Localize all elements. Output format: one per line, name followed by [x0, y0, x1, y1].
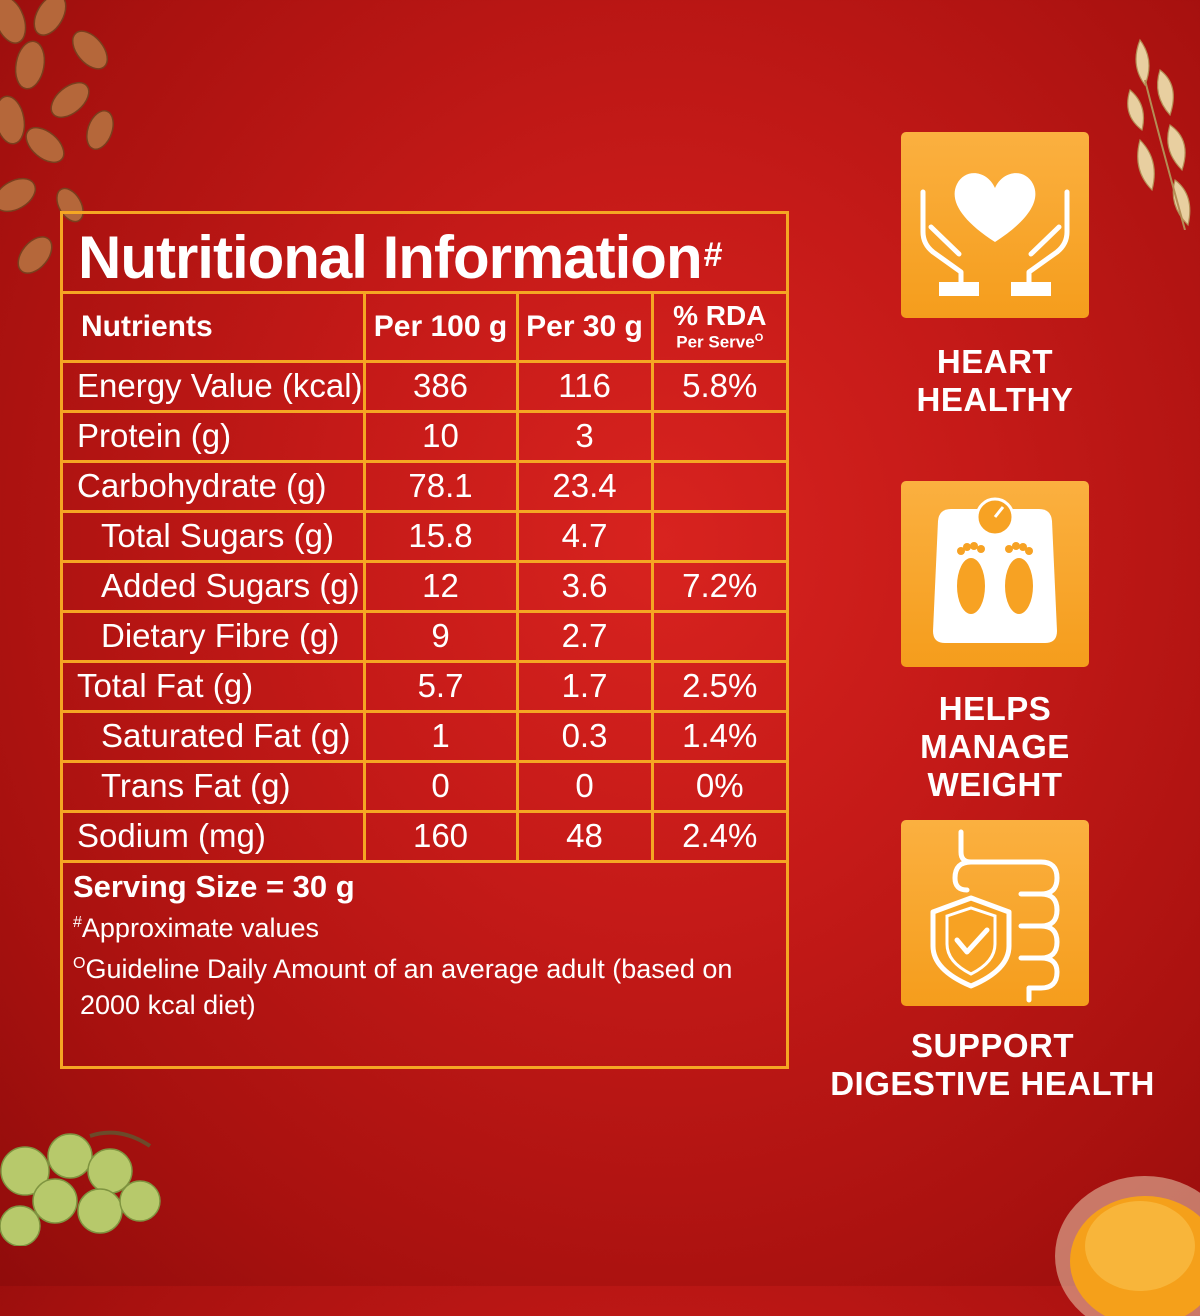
header-rda-mark: O	[754, 332, 764, 345]
value-per-30g: 48	[515, 809, 654, 863]
benefit-line1: HELPS MANAGE	[920, 690, 1070, 765]
header-rda-label: % RDA	[673, 300, 767, 332]
honey-jar-image	[1055, 1176, 1200, 1316]
benefit-line2: WEIGHT	[927, 766, 1063, 803]
value-rda: 5.8%	[650, 359, 786, 413]
table-row: Protein (g) 10 3	[63, 409, 786, 463]
nutrition-title: Nutritional Information#	[63, 214, 786, 294]
nutrition-notes: Serving Size = 30 g #Approximate values …	[63, 863, 786, 1023]
value-per-30g: 116	[515, 359, 654, 413]
table-row: Total Sugars (g) 15.8 4.7	[63, 509, 786, 563]
digestive-health-badge	[901, 820, 1089, 1006]
benefit-line2: DIGESTIVE HEALTH	[830, 1065, 1155, 1102]
table-row: Sodium (mg) 160 48 2.4%	[63, 809, 786, 863]
heart-healthy-badge	[901, 132, 1089, 318]
benefit-label-digestive: SUPPORT DIGESTIVE HEALTH	[830, 1027, 1155, 1103]
value-per-30g: 3	[515, 409, 654, 463]
benefit-label-heart: HEART HEALTHY	[880, 343, 1110, 419]
value-per-30g: 0	[515, 759, 654, 813]
table-row: Saturated Fat (g) 1 0.3 1.4%	[63, 709, 786, 763]
nutrient-name: Total Fat (g)	[63, 659, 366, 713]
table-row: Carbohydrate (g) 78.1 23.4	[63, 459, 786, 513]
value-per-100g: 10	[362, 409, 519, 463]
header-rda: % RDA Per ServeO	[650, 294, 787, 363]
nutrient-name: Energy Value (kcal)	[63, 359, 366, 413]
value-rda: 7.2%	[650, 559, 786, 613]
value-per-30g: 23.4	[515, 459, 654, 513]
nutrition-title-mark: #	[703, 236, 723, 274]
value-per-100g: 1	[362, 709, 519, 763]
oats-image	[1127, 38, 1191, 230]
weight-manage-badge	[901, 481, 1089, 667]
grapes-image	[0, 1130, 161, 1246]
value-per-30g: 2.7	[515, 609, 654, 663]
note-guideline-line1: Guideline Daily Amount of an average adu…	[85, 953, 733, 984]
value-rda: 0%	[650, 759, 786, 813]
heart-hands-icon	[920, 173, 1070, 296]
almonds-image	[0, 0, 114, 274]
header-per-100g: Per 100 g	[362, 294, 519, 363]
benefit-line2: HEALTHY	[916, 381, 1074, 418]
nutrient-name: Sodium (mg)	[63, 809, 366, 863]
nutrition-header-row: Nutrients Per 100 g Per 30 g % RDA Per S…	[63, 294, 787, 363]
note-guideline-mark: O	[73, 954, 86, 972]
benefit-label-weight: HELPS MANAGE WEIGHT	[860, 690, 1130, 804]
header-rda-sub: Per ServeO	[654, 333, 787, 351]
nutrient-name: Saturated Fat (g)	[63, 709, 366, 763]
value-rda	[650, 409, 786, 463]
value-per-100g: 12	[362, 559, 519, 613]
nutrient-name: Carbohydrate (g)	[63, 459, 366, 513]
nutrition-title-text: Nutritional Information	[78, 224, 703, 291]
value-per-100g: 9	[362, 609, 519, 663]
note-approximate-mark: #	[73, 913, 82, 931]
value-per-100g: 15.8	[362, 509, 519, 563]
benefit-line1: HEART	[936, 343, 1054, 380]
table-row: Dietary Fibre (g) 9 2.7	[63, 609, 786, 663]
value-rda: 1.4%	[650, 709, 786, 763]
header-nutrients: Nutrients	[63, 294, 366, 363]
value-rda: 2.4%	[650, 809, 786, 863]
nutrition-table: Nutrients Per 100 g Per 30 g % RDA Per S…	[63, 294, 786, 863]
table-row: Total Fat (g) 5.7 1.7 2.5%	[63, 659, 786, 713]
value-rda	[650, 509, 786, 563]
value-rda	[650, 459, 786, 513]
value-per-100g: 5.7	[362, 659, 519, 713]
value-per-30g: 4.7	[515, 509, 654, 563]
value-rda: 2.5%	[650, 659, 786, 713]
nutrient-name: Total Sugars (g)	[63, 509, 366, 563]
value-per-100g: 160	[362, 809, 519, 863]
value-rda	[650, 609, 786, 663]
value-per-100g: 386	[362, 359, 519, 413]
header-rda-sub-text: Per Serve	[676, 333, 755, 353]
value-per-100g: 78.1	[362, 459, 519, 513]
value-per-100g: 0	[362, 759, 519, 813]
note-approximate-text: Approximate values	[81, 912, 320, 943]
table-row: Added Sugars (g) 12 3.6 7.2%	[63, 559, 786, 613]
nutrition-table-panel: Nutritional Information# Nutrients Per 1…	[60, 211, 789, 1069]
digestive-shield-icon	[930, 829, 1060, 1003]
serving-size: Serving Size = 30 g	[73, 868, 355, 904]
table-row: Trans Fat (g) 0 0 0%	[63, 759, 786, 813]
nutrient-name: Dietary Fibre (g)	[63, 609, 366, 663]
nutrition-table-body: Energy Value (kcal) 386 116 5.8% Protein…	[63, 359, 786, 863]
header-per-30g: Per 30 g	[515, 294, 654, 363]
note-guideline-line2: 2000 kcal diet)	[80, 989, 256, 1020]
nutrient-name: Added Sugars (g)	[63, 559, 366, 613]
weighing-scale-icon	[933, 497, 1057, 643]
table-row: Energy Value (kcal) 386 116 5.8%	[63, 359, 786, 413]
value-per-30g: 1.7	[515, 659, 654, 713]
note-approximate: #Approximate values	[73, 905, 776, 946]
nutrient-name: Trans Fat (g)	[63, 759, 366, 813]
benefit-line1: SUPPORT	[910, 1027, 1075, 1064]
nutrient-name: Protein (g)	[63, 409, 366, 463]
note-guideline: OGuideline Daily Amount of an average ad…	[73, 946, 776, 987]
value-per-30g: 0.3	[515, 709, 654, 763]
value-per-30g: 3.6	[515, 559, 654, 613]
